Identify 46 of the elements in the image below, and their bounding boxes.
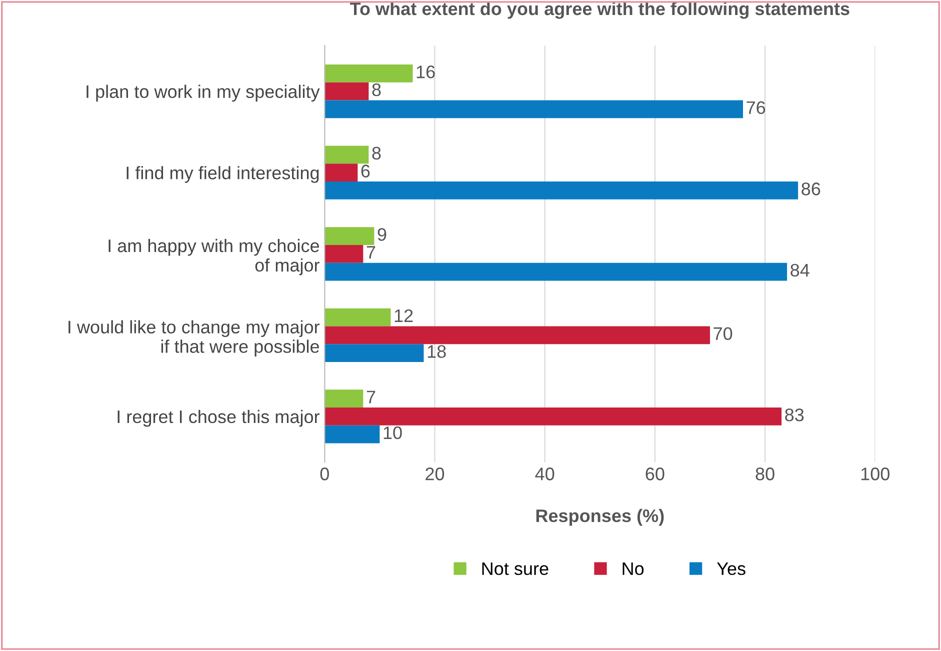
data-label: 8 <box>372 146 381 160</box>
data-label: 9 <box>378 228 386 241</box>
legend-label: Yes <box>716 562 746 576</box>
x-tick-label: 80 <box>756 468 774 480</box>
bar <box>324 344 424 362</box>
bar <box>324 308 391 326</box>
y-tick-label: I find my field interesting <box>126 166 319 183</box>
y-tick-label: I am happy with my choice of major <box>108 238 320 276</box>
bar <box>324 244 364 263</box>
data-label: 7 <box>366 390 376 404</box>
bar <box>324 182 798 200</box>
legend-label: No <box>622 562 644 576</box>
chart-title: To what extent do you agree with the following statements <box>350 2 850 19</box>
data-label: 86 <box>802 182 820 196</box>
data-label: 12 <box>394 309 413 322</box>
y-tick-label: I regret I chose this major <box>118 410 320 427</box>
data-label: 84 <box>790 264 810 277</box>
bar <box>324 425 380 444</box>
bar <box>324 146 369 164</box>
data-label: 6 <box>361 164 370 178</box>
x-axis-title: Responses (%) <box>536 508 664 526</box>
bar <box>324 390 364 408</box>
data-label: 8 <box>372 83 381 96</box>
x-tick-label: 0 <box>320 468 329 480</box>
y-tick-label: I would like to change my major if that were possible <box>68 320 320 356</box>
y-tick-label: I plan to work in my speciality <box>86 84 320 102</box>
data-label: 7 <box>366 246 376 259</box>
bar <box>324 262 788 281</box>
bar <box>324 408 782 426</box>
legend-label: Not sure <box>482 562 548 576</box>
bar <box>324 82 369 100</box>
data-label: 10 <box>384 426 402 440</box>
bar <box>324 100 744 118</box>
bar <box>324 326 710 344</box>
x-tick-label: 100 <box>861 468 890 480</box>
data-label: 83 <box>785 408 804 422</box>
data-label: 16 <box>416 66 435 78</box>
x-tick-label: 40 <box>535 468 554 480</box>
bar <box>324 164 358 182</box>
data-label: 70 <box>714 327 732 340</box>
x-tick-label: 60 <box>646 468 664 480</box>
bar <box>324 227 374 245</box>
data-label: 18 <box>428 345 446 358</box>
x-tick-label: 20 <box>426 468 444 480</box>
data-label: 76 <box>746 101 766 114</box>
bar <box>324 64 413 82</box>
